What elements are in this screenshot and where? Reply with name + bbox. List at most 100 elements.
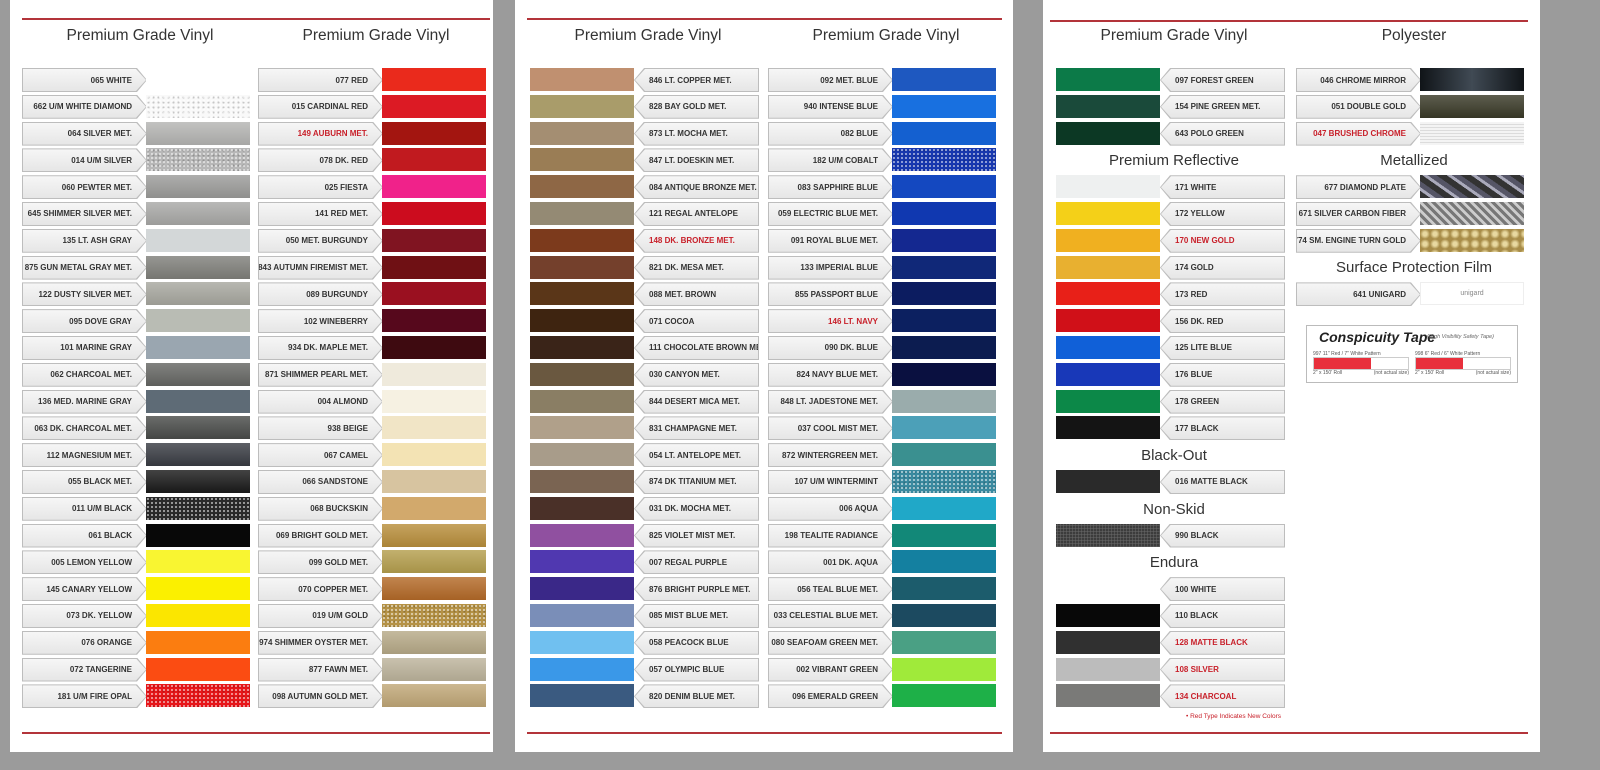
- color-label-tag: 176 BLUE: [1160, 362, 1285, 387]
- color-label-tag: 824 NAVY BLUE MET.: [768, 363, 893, 387]
- color-swatch-row: 014 U/M SILVER: [22, 147, 258, 174]
- color-swatch-row: 101 MARINE GRAY: [22, 335, 258, 362]
- color-label: 005 LEMON YELLOW: [23, 551, 146, 573]
- conspicuity-title: Conspicuity Tape: [1319, 329, 1436, 345]
- color-label-tag: 062 CHARCOAL MET.: [22, 363, 147, 387]
- color-swatch: [530, 416, 634, 440]
- color-label-tag: 875 GUN METAL GRAY MET.: [22, 256, 147, 280]
- color-label-tag: 057 OLYMPIC BLUE: [634, 657, 759, 682]
- color-swatch-row: 145 CANARY YELLOW: [22, 576, 258, 603]
- color-label-tag: 089 BURGUNDY: [258, 282, 383, 306]
- tape-red-segment: [1314, 358, 1372, 369]
- color-label-tag: 082 BLUE: [768, 122, 893, 146]
- color-swatch-row: 828 BAY GOLD MET.: [530, 94, 766, 121]
- color-label: 872 WINTERGREEN MET.: [769, 444, 892, 466]
- color-swatch-row: 872 WINTERGREEN MET.: [768, 442, 1004, 469]
- color-swatch: [146, 309, 250, 333]
- color-label-tag: 100 WHITE: [1160, 577, 1285, 602]
- color-label-tag: 061 BLACK: [22, 524, 147, 548]
- color-swatch: [382, 577, 486, 601]
- color-label: 645 SHIMMER SILVER MET.: [23, 203, 146, 225]
- color-swatch: [1056, 282, 1160, 306]
- color-swatch: [382, 175, 486, 199]
- tape-size: 2" x 150' Roll: [1313, 370, 1343, 376]
- color-swatch: [892, 282, 996, 306]
- color-swatch-row: 128 MATTE BLACK: [1056, 630, 1292, 657]
- color-label-tag: 090 DK. BLUE: [768, 336, 893, 360]
- color-label-tag: 874 DK TITANIUM MET.: [634, 469, 759, 494]
- color-swatch-row: 871 SHIMMER PEARL MET.: [258, 362, 494, 389]
- color-swatch: [1056, 389, 1160, 413]
- color-label-tag: 149 AUBURN MET.: [258, 122, 383, 146]
- color-label-tag: 006 AQUA: [768, 497, 893, 521]
- color-swatch: [382, 94, 486, 118]
- color-label-tag: 871 SHIMMER PEARL MET.: [258, 363, 383, 387]
- conspicuity-subtitle: (High Visibility Safety Tape): [1427, 334, 1494, 340]
- color-label-tag: 059 ELECTRIC BLUE MET.: [768, 202, 893, 226]
- color-label-tag: 122 DUSTY SILVER MET.: [22, 282, 147, 306]
- color-swatch: [146, 389, 250, 413]
- color-swatch-row: 121 REGAL ANTELOPE: [530, 201, 766, 228]
- color-label: 099 GOLD MET.: [259, 551, 382, 573]
- color-swatch-row: 156 DK. RED: [1056, 308, 1292, 335]
- color-swatch: [530, 496, 634, 520]
- color-label: 004 ALMOND: [259, 391, 382, 413]
- color-swatch: [382, 335, 486, 359]
- color-swatch: [146, 496, 250, 520]
- color-label: 847 LT. DOESKIN MET.: [635, 149, 758, 172]
- color-swatch-row: 843 AUTUMN FIREMIST MET.: [258, 255, 494, 282]
- color-label: 097 FOREST GREEN: [1161, 69, 1284, 91]
- color-swatch: [146, 228, 250, 252]
- color-label-tag: 054 LT. ANTELOPE MET.: [634, 443, 759, 468]
- color-label-tag: 037 COOL MIST MET.: [768, 416, 893, 440]
- color-swatch-row: 824 NAVY BLUE MET.: [768, 362, 1004, 389]
- color-label-tag: 855 PASSPORT BLUE: [768, 282, 893, 306]
- color-swatch: [530, 335, 634, 359]
- color-swatch-row: 062 CHARCOAL MET.: [22, 362, 258, 389]
- color-label: 171 WHITE: [1161, 176, 1284, 199]
- color-swatch: [382, 523, 486, 547]
- color-swatch: [892, 335, 996, 359]
- color-swatch-row: 067 CAMEL: [258, 442, 494, 469]
- color-label: 146 LT. NAVY: [769, 310, 892, 332]
- bottom-rule: [1050, 732, 1528, 734]
- color-swatch-row: 050 MET. BURGUNDY: [258, 228, 494, 255]
- color-label: 824 NAVY BLUE MET.: [769, 364, 892, 386]
- color-label-tag: 099 GOLD MET.: [258, 550, 383, 574]
- color-swatch-row: 847 LT. DOESKIN MET.: [530, 147, 766, 174]
- top-rule: [1050, 20, 1528, 22]
- color-label-tag: 108 SILVER: [1160, 657, 1285, 682]
- tape-note: (not actual size): [1475, 370, 1511, 376]
- color-swatch: [146, 577, 250, 601]
- color-swatch-row: 082 BLUE: [768, 121, 1004, 148]
- color-swatch-row: 643 POLO GREEN: [1056, 121, 1292, 148]
- color-swatch: [1056, 603, 1160, 627]
- color-label: 037 COOL MIST MET.: [769, 417, 892, 439]
- color-swatch: [530, 684, 634, 708]
- color-swatch: [530, 603, 634, 627]
- color-label: 073 DK. YELLOW: [23, 605, 146, 627]
- color-swatch-row: 100 WHITE: [1056, 576, 1292, 603]
- color-swatch: [892, 121, 996, 145]
- column-header: Premium Grade Vinyl: [302, 27, 450, 44]
- color-swatch: [146, 94, 250, 118]
- color-label-tag: 148 DK. BRONZE MET.: [634, 228, 759, 253]
- color-label-tag: 076 ORANGE: [22, 631, 147, 655]
- color-label-tag: 831 CHAMPAGNE MET.: [634, 416, 759, 441]
- top-rule: [22, 18, 490, 20]
- color-label: 085 MIST BLUE MET.: [635, 604, 758, 627]
- color-swatch: [146, 362, 250, 386]
- color-label-tag: 005 LEMON YELLOW: [22, 550, 147, 574]
- color-swatch: [1056, 309, 1160, 333]
- color-label: 072 TANGERINE: [23, 659, 146, 681]
- color-label: 070 COPPER MET.: [259, 578, 382, 600]
- color-swatch: [382, 603, 486, 627]
- color-swatch-row: 671 SILVER CARBON FIBER: [1296, 201, 1532, 228]
- color-swatch-row: 092 MET. BLUE: [768, 67, 1004, 94]
- color-label-tag: 135 LT. ASH GRAY: [22, 229, 147, 253]
- color-label: 843 AUTUMN FIREMIST MET.: [259, 257, 382, 279]
- color-label: 111 CHOCOLATE BROWN MET.: [635, 336, 758, 359]
- color-swatch-row: 059 ELECTRIC BLUE MET.: [768, 201, 1004, 228]
- color-swatch-row: 098 AUTUMN GOLD MET.: [258, 683, 494, 710]
- color-label-tag: 096 EMERALD GREEN: [768, 684, 893, 708]
